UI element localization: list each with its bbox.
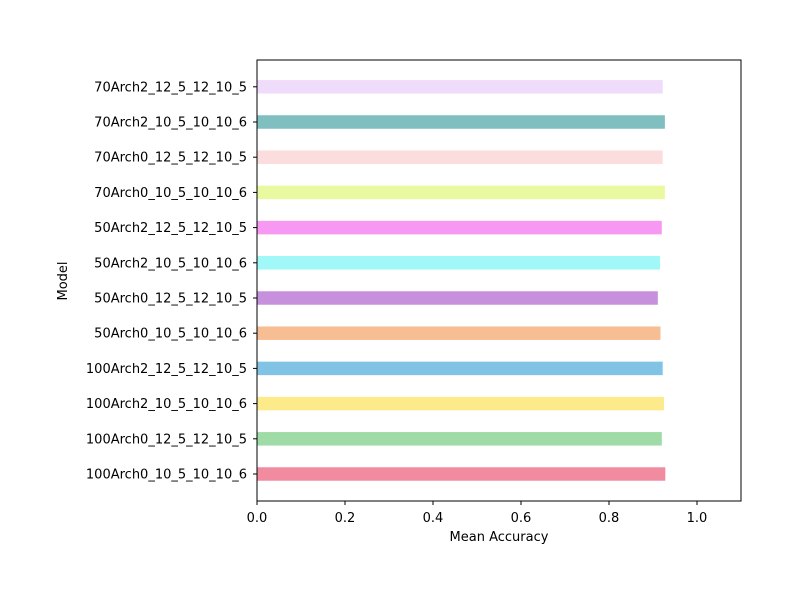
y-tick-label: 50Arch2_12_5_12_10_5 (94, 221, 247, 236)
x-tick-label: 0.4 (423, 511, 444, 526)
plot-frame (256, 59, 742, 502)
bar-70Arch2_10_5_10_10_6 (257, 115, 665, 129)
x-axis-ticks: 0.0 0.2 0.4 0.6 0.8 1.0 (247, 501, 708, 526)
y-tick-label: 100Arch2_10_5_10_10_6 (86, 397, 247, 412)
y-tick-label: 100Arch2_12_5_12_10_5 (86, 362, 247, 377)
y-tick-label: 70Arch0_10_5_10_10_6 (94, 186, 247, 201)
y-tick-label: 100Arch0_10_5_10_10_6 (86, 468, 247, 483)
bar-50Arch2_10_5_10_10_6 (257, 256, 661, 270)
y-tick-label: 70Arch0_12_5_12_10_5 (94, 151, 247, 166)
y-axis-ticks: 100Arch0_10_5_10_10_6 100Arch0_12_5_12_10… (86, 80, 257, 483)
bar-70Arch0_12_5_12_10_5 (257, 150, 663, 164)
y-tick-label: 100Arch0_12_5_12_10_5 (86, 432, 247, 447)
y-tick-label: 50Arch2_10_5_10_10_6 (94, 256, 247, 271)
x-tick-label: 0.2 (335, 511, 356, 526)
y-tick-label: 70Arch2_12_5_12_10_5 (94, 80, 247, 95)
bar-100Arch0_12_5_12_10_5 (257, 432, 662, 446)
x-tick-label: 0.0 (247, 511, 268, 526)
bar-50Arch0_12_5_12_10_5 (257, 291, 658, 305)
y-axis-label: Model (56, 261, 71, 300)
bar-100Arch2_12_5_12_10_5 (257, 361, 663, 376)
x-tick-label: 0.6 (511, 511, 532, 526)
bar-50Arch2_12_5_12_10_5 (257, 220, 662, 235)
bar-100Arch2_10_5_10_10_6 (257, 396, 664, 411)
bar-70Arch2_12_5_12_10_5 (257, 80, 663, 94)
x-tick-label: 1.0 (687, 511, 708, 526)
y-tick-label: 50Arch0_12_5_12_10_5 (94, 292, 247, 307)
y-tick-label: 50Arch0_10_5_10_10_6 (94, 327, 247, 342)
x-axis-label: Mean Accuracy (450, 530, 549, 545)
y-tick-label: 70Arch2_10_5_10_10_6 (94, 116, 247, 131)
bars-group (257, 80, 666, 481)
bar-100Arch0_10_5_10_10_6 (257, 467, 666, 481)
bar-50Arch0_10_5_10_10_6 (257, 326, 661, 340)
x-tick-label: 0.8 (599, 511, 620, 526)
bar-70Arch0_10_5_10_10_6 (257, 185, 665, 200)
